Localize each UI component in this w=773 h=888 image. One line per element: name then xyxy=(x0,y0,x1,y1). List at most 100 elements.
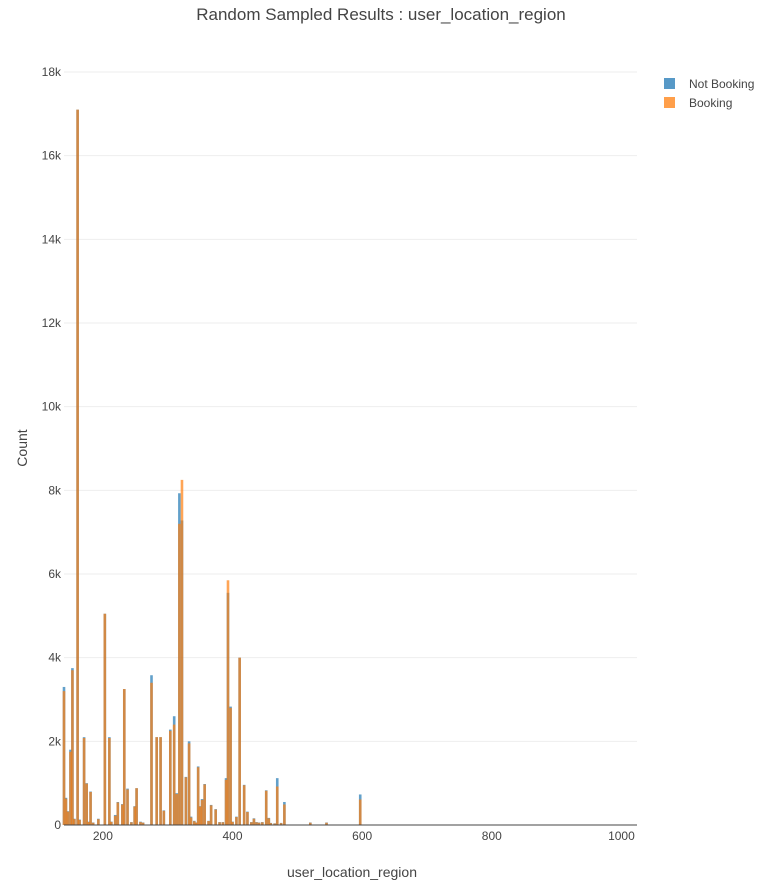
bar-booking[interactable] xyxy=(130,822,133,825)
bar-booking[interactable] xyxy=(196,767,200,825)
bar-booking[interactable] xyxy=(207,821,210,825)
y-tick-label: 6k xyxy=(48,567,62,581)
x-tick-label: 800 xyxy=(482,829,502,843)
x-tick-label: 1000 xyxy=(608,829,635,843)
bar-booking[interactable] xyxy=(257,822,261,825)
bar-booking[interactable] xyxy=(180,479,184,825)
bar-booking[interactable] xyxy=(78,819,81,825)
y-tick-label: 16k xyxy=(42,149,62,163)
bar-booking[interactable] xyxy=(242,785,246,825)
bar-booking[interactable] xyxy=(91,822,95,825)
legend: Not Booking Booking xyxy=(664,77,754,110)
bar-booking[interactable] xyxy=(121,804,124,825)
bar-booking[interactable] xyxy=(238,657,241,825)
bar-booking[interactable] xyxy=(283,804,286,825)
bar-booking[interactable] xyxy=(325,822,328,825)
bar-booking[interactable] xyxy=(246,812,249,825)
bar-booking[interactable] xyxy=(250,822,253,825)
bar-booking[interactable] xyxy=(231,821,234,825)
bar-booking[interactable] xyxy=(200,799,204,825)
bar-booking[interactable] xyxy=(264,790,268,825)
bar-booking[interactable] xyxy=(126,789,129,825)
bar-booking[interactable] xyxy=(69,751,72,825)
bar-booking[interactable] xyxy=(224,779,228,825)
bar-booking[interactable] xyxy=(108,737,111,825)
bar-booking[interactable] xyxy=(269,823,273,825)
x-tick-label: 400 xyxy=(223,829,243,843)
bar-booking[interactable] xyxy=(226,580,230,825)
legend-swatch-booking xyxy=(664,97,675,108)
bar-booking[interactable] xyxy=(82,737,86,825)
bar-booking[interactable] xyxy=(192,821,196,825)
bar-booking[interactable] xyxy=(97,819,100,825)
bar-booking[interactable] xyxy=(275,786,279,825)
bar-booking[interactable] xyxy=(89,791,92,825)
bar-booking[interactable] xyxy=(229,707,232,825)
bar-booking[interactable] xyxy=(76,109,79,825)
bar-booking[interactable] xyxy=(187,743,191,825)
bar-booking[interactable] xyxy=(135,788,138,825)
bar-booking[interactable] xyxy=(113,815,117,825)
bar-booking[interactable] xyxy=(198,806,202,825)
x-axis-title: user_location_region xyxy=(287,864,417,880)
bar-booking[interactable] xyxy=(194,822,198,825)
bar-booking[interactable] xyxy=(255,822,258,825)
bar-booking[interactable] xyxy=(155,737,158,825)
legend-swatch-not-booking xyxy=(664,78,675,89)
y-axis-title: Count xyxy=(14,429,30,466)
gridlines xyxy=(64,71,637,742)
bar-booking[interactable] xyxy=(103,613,107,825)
y-tick-label: 2k xyxy=(48,734,62,748)
bar-booking[interactable] xyxy=(141,822,145,825)
bar-booking[interactable] xyxy=(175,794,179,825)
bar-booking[interactable] xyxy=(62,691,66,825)
bar-booking[interactable] xyxy=(261,822,264,825)
bar-booking[interactable] xyxy=(64,798,68,825)
bar-booking[interactable] xyxy=(221,822,225,825)
y-tick-label: 14k xyxy=(42,232,62,246)
bar-booking[interactable] xyxy=(150,682,153,825)
bar-booking[interactable] xyxy=(116,802,120,825)
bar-booking[interactable] xyxy=(203,784,206,825)
bar-booking[interactable] xyxy=(87,822,90,825)
bar-booking[interactable] xyxy=(252,818,256,825)
bar-booking[interactable] xyxy=(309,822,312,825)
bar-booking[interactable] xyxy=(214,809,217,825)
bar-booking[interactable] xyxy=(172,724,176,825)
legend-item-not-booking[interactable]: Not Booking xyxy=(664,77,754,91)
bar-booking[interactable] xyxy=(122,689,126,825)
y-tick-label: 18k xyxy=(42,65,62,79)
bar-booking[interactable] xyxy=(218,822,221,825)
legend-label-booking: Booking xyxy=(689,96,732,110)
bar-booking[interactable] xyxy=(209,805,213,825)
bar-booking[interactable] xyxy=(178,523,181,825)
bar-booking[interactable] xyxy=(273,823,276,825)
y-tick-label: 0 xyxy=(54,818,61,832)
bar-booking[interactable] xyxy=(159,737,162,825)
bar-booking[interactable] xyxy=(189,817,193,825)
bar-booking[interactable] xyxy=(139,822,142,825)
bar-booking[interactable] xyxy=(358,799,362,825)
legend-item-booking[interactable]: Booking xyxy=(664,96,732,110)
bar-booking[interactable] xyxy=(162,810,166,825)
bars xyxy=(62,109,362,825)
bar-booking[interactable] xyxy=(235,817,238,825)
y-tick-label: 8k xyxy=(48,483,62,497)
bar-booking[interactable] xyxy=(66,811,70,825)
bar-booking[interactable] xyxy=(85,783,88,825)
legend-label-not-booking: Not Booking xyxy=(689,77,754,91)
chart-title: Random Sampled Results : user_location_r… xyxy=(196,5,565,24)
bar-booking[interactable] xyxy=(71,670,74,825)
bar-booking[interactable] xyxy=(184,777,188,825)
y-tick-label: 10k xyxy=(42,400,62,414)
bar-booking[interactable] xyxy=(110,821,113,825)
bar-booking[interactable] xyxy=(73,819,76,825)
bar-booking[interactable] xyxy=(133,806,136,825)
bar-booking[interactable] xyxy=(169,730,172,825)
bar-booking[interactable] xyxy=(279,823,283,825)
axes: 0 2k 4k 6k 8k 10k 12k 14k 16k 18k 200 400 600 800 1000 xyxy=(42,65,637,843)
bar-booking[interactable] xyxy=(267,818,271,825)
